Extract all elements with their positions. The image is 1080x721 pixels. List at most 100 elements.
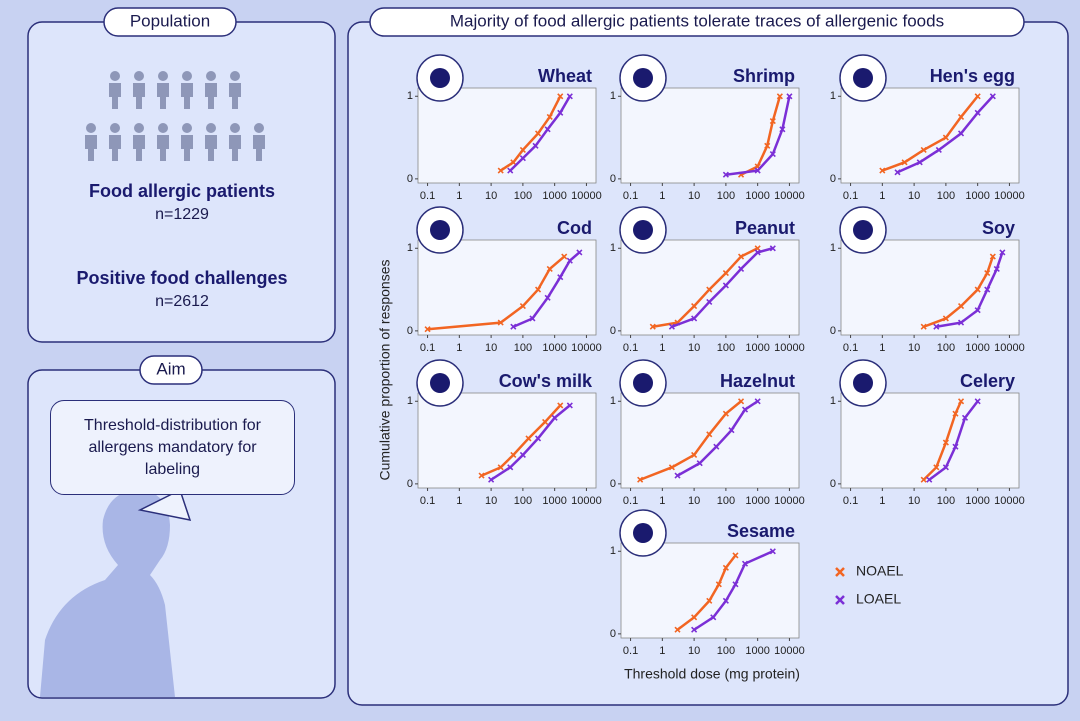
chart-title: Soy — [982, 218, 1015, 238]
data-point — [507, 167, 514, 174]
data-point — [566, 257, 573, 264]
data-point — [993, 265, 1000, 272]
plot-area — [417, 87, 597, 184]
data-point — [776, 93, 783, 100]
y-tick-label: 0 — [407, 173, 413, 185]
data-point — [546, 113, 553, 120]
data-point — [737, 398, 745, 405]
data-point — [901, 159, 908, 166]
x-tick-label: 1 — [659, 645, 665, 657]
data-point — [424, 326, 431, 333]
x-tick-label: 10 — [688, 342, 700, 354]
x-tick-label: 100 — [717, 495, 735, 507]
data-point — [754, 249, 761, 256]
allergen-icon — [853, 68, 873, 88]
data-point — [566, 93, 573, 100]
data-point — [534, 130, 542, 137]
data-point — [674, 472, 681, 479]
y-tick-label: 0 — [830, 325, 836, 337]
data-point — [691, 626, 698, 633]
allergen-icon — [853, 220, 873, 240]
challenges-label: Positive food challenges — [76, 268, 287, 288]
person-icon — [133, 83, 145, 109]
person-icon — [86, 123, 96, 133]
plot-area — [417, 239, 597, 336]
plot-area — [620, 542, 800, 639]
data-point — [713, 443, 720, 450]
data-point — [879, 167, 886, 174]
allergen-icon — [430, 220, 450, 240]
person-icon — [85, 135, 97, 161]
patients-n: n=1229 — [155, 206, 209, 223]
data-point — [961, 414, 969, 421]
data-point — [691, 451, 698, 459]
person-icon — [229, 135, 241, 161]
y-axis-label: Cumulative proportion of responses — [377, 259, 393, 480]
y-tick-label: 1 — [830, 90, 836, 102]
y-tick-label: 1 — [407, 90, 413, 102]
challenges-n: n=2612 — [155, 293, 209, 310]
x-axis-label: Threshold dose (mg protein) — [624, 666, 800, 682]
legend-label: LOAEL — [856, 591, 901, 607]
thinker-silhouette — [40, 490, 175, 697]
y-tick-label: 0 — [610, 628, 616, 640]
x-tick-label: 0.1 — [843, 190, 858, 202]
data-point — [933, 464, 940, 471]
person-icon — [158, 123, 168, 133]
title-pill — [139, 355, 203, 385]
data-point — [534, 286, 542, 293]
data-point — [544, 294, 551, 301]
chart-title: Hen's egg — [930, 66, 1015, 86]
data-point — [933, 323, 940, 330]
data-point — [706, 431, 713, 438]
plot-area — [840, 239, 1020, 336]
x-tick-label: 10000 — [994, 495, 1025, 507]
x-tick-label: 10000 — [571, 495, 602, 507]
data-point — [722, 282, 729, 289]
data-point — [754, 167, 761, 174]
x-tick-label: 100 — [717, 342, 735, 354]
data-point — [691, 315, 698, 322]
x-tick-label: 10000 — [774, 342, 805, 354]
data-point — [542, 418, 549, 425]
x-tick-label: 10 — [485, 342, 497, 354]
x-tick-label: 1000 — [745, 495, 769, 507]
data-point — [544, 126, 551, 133]
data-point — [974, 109, 981, 116]
x-tick-label: 10 — [688, 190, 700, 202]
x-tick-label: 10 — [485, 190, 497, 202]
x-tick-label: 100 — [937, 495, 955, 507]
data-point — [732, 581, 739, 588]
allergen-icon — [430, 373, 450, 393]
data-point — [974, 93, 981, 100]
chart-title: Sesame — [727, 521, 795, 541]
person-icon — [182, 123, 192, 133]
person-icon — [110, 123, 120, 133]
data-point — [920, 476, 927, 483]
x-tick-label: 1 — [456, 342, 462, 354]
data-point — [546, 265, 553, 272]
aim-title: Aim — [156, 359, 185, 378]
data-point — [649, 323, 656, 330]
speech-tail — [137, 488, 192, 521]
person-icon — [181, 135, 193, 161]
y-tick-label: 1 — [830, 242, 836, 254]
x-tick-label: 1000 — [745, 342, 769, 354]
person-icon — [157, 135, 169, 161]
data-point — [769, 117, 776, 125]
data-point — [957, 113, 965, 120]
data-point — [916, 159, 923, 166]
data-point — [534, 435, 542, 442]
x-tick-label: 10 — [908, 190, 920, 202]
person-icon — [181, 83, 193, 109]
y-tick-label: 0 — [407, 325, 413, 337]
x-tick-label: 10000 — [571, 342, 602, 354]
person-icon — [254, 123, 264, 133]
x-tick-label: 1 — [879, 342, 885, 354]
data-point — [942, 134, 949, 141]
data-point — [732, 552, 739, 559]
data-point — [952, 443, 959, 450]
person-icon — [109, 83, 121, 109]
x-tick-label: 1 — [659, 190, 665, 202]
